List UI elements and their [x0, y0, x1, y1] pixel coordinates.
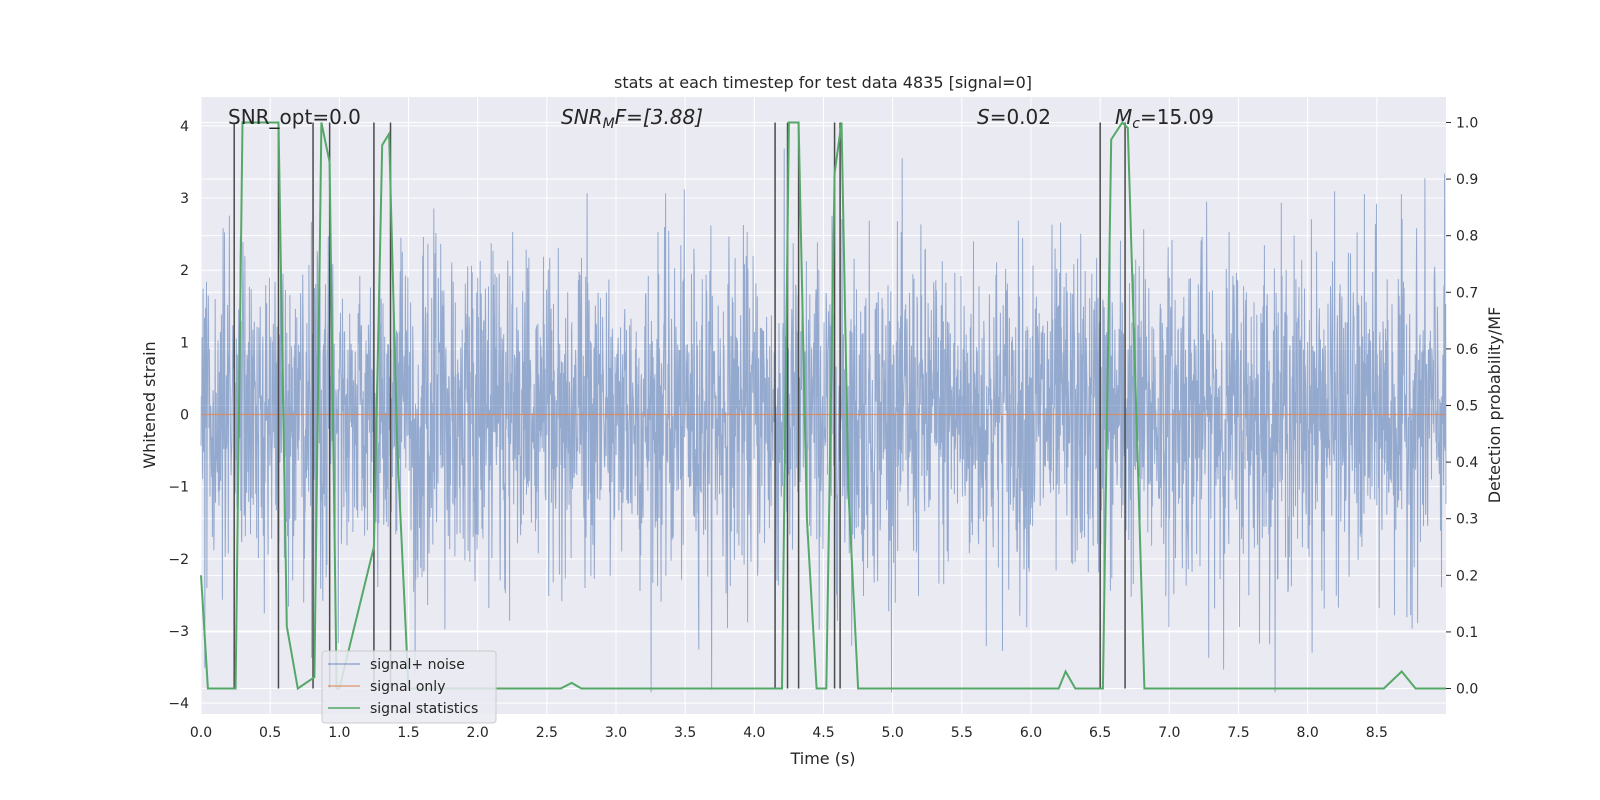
x-axis-ticks: 0.0 0.5 1.0 1.5 2.0 2.5 3.0 3.5 4.0 4.5 5.0 5.5 6.0 6… [190, 725, 1388, 741]
y-right-tick-label: 0.3 [1456, 512, 1478, 528]
y-tick-label: −3 [168, 624, 189, 640]
snr-mf-sub: M [603, 116, 615, 132]
y-tick-label: 1 [180, 335, 189, 351]
y-right-axis-label: Detection probability/MF [1485, 307, 1504, 504]
y-right-tick-label: 0.7 [1456, 285, 1478, 301]
x-tick-label: 0.5 [259, 725, 281, 741]
legend-label-noise: signal+ noise [370, 657, 465, 673]
x-tick-label: 1.5 [397, 725, 419, 741]
annotation-snr-opt: SNR_opt=0.0 [228, 105, 361, 129]
mc-base: M [1115, 105, 1132, 129]
x-tick-label: 8.0 [1297, 725, 1319, 741]
y-tick-label: 2 [180, 263, 189, 279]
s-var: S [977, 105, 990, 129]
y-right-tick-label: 0.4 [1456, 455, 1478, 471]
annotation-mc: Mc=15.09 [1115, 105, 1214, 132]
x-axis-label: Time (s) [789, 749, 855, 768]
x-tick-label: 3.5 [674, 725, 696, 741]
y-tick-label: 4 [180, 119, 189, 135]
x-tick-label: 6.5 [1089, 725, 1111, 741]
x-tick-label: 0.0 [190, 725, 212, 741]
chart-title: stats at each timestep for test data 483… [614, 73, 1032, 92]
x-tick-label: 5.0 [882, 725, 904, 741]
y-tick-label: −1 [168, 480, 189, 496]
y-tick-label: −4 [168, 696, 189, 712]
mc-rest: =15.09 [1140, 105, 1214, 129]
x-tick-label: 8.5 [1366, 725, 1388, 741]
annotation-snr-mf: SNRMF=[3.88] [561, 105, 703, 132]
y-axis-label: Whitened strain [140, 341, 159, 468]
y-tick-label: 3 [180, 191, 189, 207]
x-tick-label: 4.5 [812, 725, 834, 741]
x-tick-label: 7.0 [1158, 725, 1180, 741]
y-right-axis-ticks: 1.0 0.9 0.8 0.7 0.6 0.5 0.4 0.3 0.2 0.1 0.0 [1446, 115, 1478, 698]
y-right-tick-label: 0.8 [1456, 229, 1478, 245]
legend: signal+ noise signal only signal statist… [321, 650, 497, 724]
noise-line [200, 148, 1447, 693]
y-right-tick-label: 0.2 [1456, 568, 1478, 584]
y-right-tick-label: 0.0 [1456, 682, 1478, 698]
y-right-tick-label: 0.5 [1456, 399, 1478, 415]
x-tick-label: 2.0 [467, 725, 489, 741]
snr-mf-base: SNR [561, 105, 603, 129]
s-rest: =0.02 [990, 105, 1051, 129]
y-tick-label: 0 [180, 408, 189, 424]
snr-mf-rest: F=[3.88] [615, 105, 703, 129]
legend-box [321, 650, 497, 724]
x-tick-label: 3.0 [605, 725, 627, 741]
legend-label-signal: signal only [370, 679, 445, 695]
y-right-tick-label: 0.6 [1456, 342, 1478, 358]
y-axis-ticks: 4 3 2 1 0 −1 −2 −3 −4 [168, 119, 189, 712]
statistics-series [200, 120, 1446, 691]
legend-label-stats: signal statistics [370, 701, 478, 717]
y-tick-label: −2 [168, 552, 189, 568]
x-tick-label: 6.0 [1020, 725, 1042, 741]
y-right-tick-label: 1.0 [1456, 115, 1478, 131]
x-tick-label: 1.0 [328, 725, 350, 741]
x-tick-label: 2.5 [536, 725, 558, 741]
y-right-tick-label: 0.1 [1456, 625, 1478, 641]
x-tick-label: 5.5 [951, 725, 973, 741]
statistics-line [200, 120, 1446, 691]
mc-sub: c [1132, 116, 1140, 132]
x-tick-label: 4.0 [743, 725, 765, 741]
noise-series [200, 148, 1447, 693]
x-tick-label: 7.5 [1227, 725, 1249, 741]
y-right-tick-label: 0.9 [1456, 172, 1478, 188]
annotation-s: S=0.02 [977, 105, 1051, 129]
